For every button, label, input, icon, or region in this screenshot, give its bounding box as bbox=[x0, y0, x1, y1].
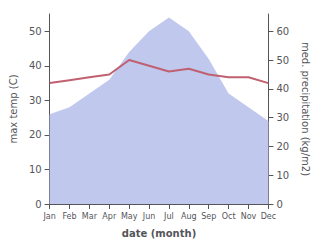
svg-text:30: 30 bbox=[29, 95, 42, 106]
svg-text:20: 20 bbox=[276, 141, 289, 152]
svg-text:max temp (C): max temp (C) bbox=[8, 74, 19, 143]
svg-text:Dec: Dec bbox=[261, 212, 276, 221]
svg-text:Aug: Aug bbox=[181, 212, 197, 221]
svg-text:0: 0 bbox=[276, 199, 282, 210]
svg-text:Jun: Jun bbox=[142, 212, 156, 221]
svg-text:40: 40 bbox=[276, 83, 289, 94]
svg-text:Mar: Mar bbox=[82, 212, 98, 221]
svg-text:Nov: Nov bbox=[241, 212, 257, 221]
svg-text:Feb: Feb bbox=[62, 212, 76, 221]
svg-text:Apr: Apr bbox=[102, 212, 117, 221]
svg-text:0: 0 bbox=[35, 199, 41, 210]
svg-text:Sep: Sep bbox=[201, 212, 216, 221]
svg-text:60: 60 bbox=[276, 26, 289, 37]
svg-text:50: 50 bbox=[29, 26, 42, 37]
svg-text:May: May bbox=[121, 212, 138, 221]
svg-text:30: 30 bbox=[276, 112, 289, 123]
svg-text:20: 20 bbox=[29, 129, 42, 140]
svg-text:10: 10 bbox=[29, 164, 42, 175]
svg-text:Oct: Oct bbox=[222, 212, 236, 221]
svg-text:40: 40 bbox=[29, 60, 42, 71]
svg-text:date (month): date (month) bbox=[122, 228, 196, 239]
svg-text:Jan: Jan bbox=[42, 212, 55, 221]
svg-text:Jul: Jul bbox=[163, 212, 174, 221]
svg-text:med. precipitation (kg/m2): med. precipitation (kg/m2) bbox=[300, 42, 311, 176]
svg-text:50: 50 bbox=[276, 55, 289, 66]
svg-text:10: 10 bbox=[276, 170, 289, 181]
